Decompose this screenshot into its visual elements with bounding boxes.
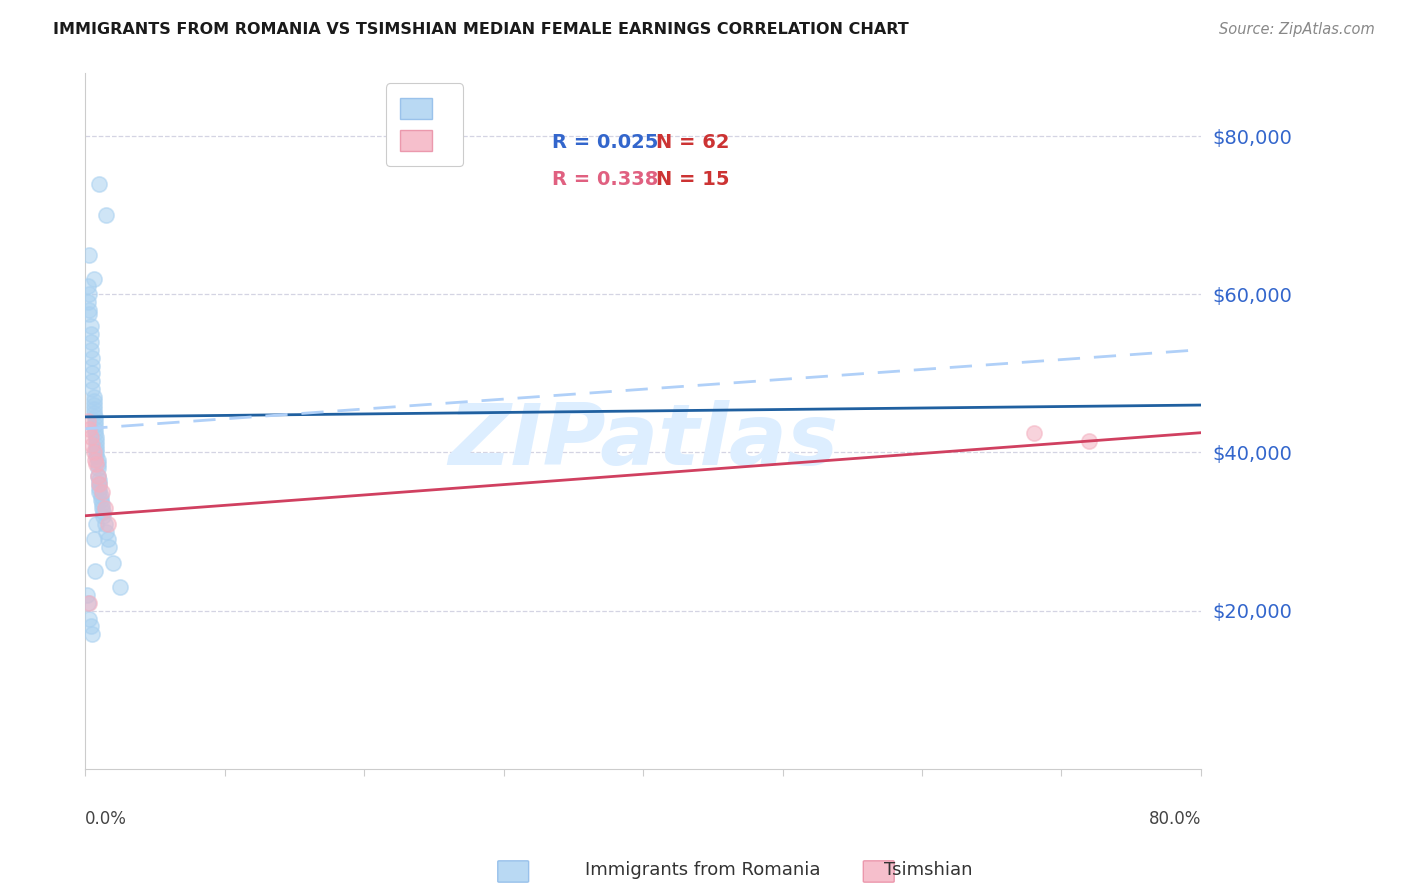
Point — [86, 434, 108, 448]
Point — [79, 611, 101, 625]
Point — [76, 588, 98, 602]
Point — [80, 343, 103, 357]
Point — [80, 430, 103, 444]
Point — [86, 458, 108, 472]
Point — [97, 516, 120, 531]
Point — [87, 458, 110, 472]
Point — [98, 541, 121, 555]
Text: R = 0.025: R = 0.025 — [553, 133, 658, 152]
Point — [86, 450, 108, 464]
Point — [79, 596, 101, 610]
Point — [84, 417, 107, 432]
Point — [1078, 434, 1101, 448]
Point — [91, 485, 114, 500]
Point — [87, 469, 110, 483]
Point — [93, 508, 115, 523]
Point — [82, 437, 104, 451]
Point — [90, 492, 112, 507]
Text: N = 15: N = 15 — [657, 170, 730, 189]
Point — [89, 477, 111, 491]
Point — [82, 627, 104, 641]
Point — [80, 334, 103, 349]
Point — [79, 287, 101, 301]
Text: 0.0%: 0.0% — [86, 811, 127, 829]
Point — [79, 303, 101, 318]
Point — [89, 481, 111, 495]
Point — [84, 425, 107, 440]
Point — [94, 500, 117, 515]
Text: Tsimshian: Tsimshian — [884, 861, 972, 879]
Point — [77, 414, 100, 428]
Point — [82, 382, 104, 396]
Point — [82, 359, 104, 373]
Legend: , : , — [385, 83, 463, 167]
Point — [86, 430, 108, 444]
Point — [83, 398, 105, 412]
Point — [80, 326, 103, 341]
Point — [77, 596, 100, 610]
Point — [96, 208, 118, 222]
Point — [77, 295, 100, 310]
Point — [89, 177, 111, 191]
Point — [83, 402, 105, 417]
Point — [83, 406, 105, 420]
Point — [91, 497, 114, 511]
Point — [84, 453, 107, 467]
Point — [87, 453, 110, 467]
Text: N = 62: N = 62 — [657, 133, 730, 152]
Point — [79, 307, 101, 321]
Text: R = 0.338: R = 0.338 — [553, 170, 658, 189]
Point — [86, 516, 108, 531]
Point — [84, 422, 107, 436]
Point — [96, 524, 118, 539]
Text: 80.0%: 80.0% — [1149, 811, 1201, 829]
Point — [82, 351, 104, 365]
Point — [87, 461, 110, 475]
Point — [80, 619, 103, 633]
Point — [87, 469, 110, 483]
Point — [84, 409, 107, 424]
Point — [94, 516, 117, 531]
Text: Immigrants from Romania: Immigrants from Romania — [585, 861, 821, 879]
Point — [79, 248, 101, 262]
Point — [80, 318, 103, 333]
Text: Source: ZipAtlas.com: Source: ZipAtlas.com — [1219, 22, 1375, 37]
Point — [89, 477, 111, 491]
Point — [83, 390, 105, 404]
Point — [103, 556, 125, 570]
Point — [83, 533, 105, 547]
Point — [83, 445, 105, 459]
Point — [86, 445, 108, 459]
Point — [83, 271, 105, 285]
Text: IMMIGRANTS FROM ROMANIA VS TSIMSHIAN MEDIAN FEMALE EARNINGS CORRELATION CHART: IMMIGRANTS FROM ROMANIA VS TSIMSHIAN MED… — [53, 22, 910, 37]
Point — [86, 442, 108, 456]
Point — [1022, 425, 1045, 440]
Point — [83, 394, 105, 409]
Point — [90, 489, 112, 503]
Point — [82, 367, 104, 381]
Point — [79, 422, 101, 436]
Point — [84, 414, 107, 428]
Point — [89, 473, 111, 487]
Point — [108, 580, 131, 594]
Point — [91, 500, 114, 515]
Point — [77, 279, 100, 293]
Point — [82, 374, 104, 388]
Point — [97, 533, 120, 547]
Point — [89, 485, 111, 500]
Point — [86, 437, 108, 451]
Point — [84, 564, 107, 578]
Text: ZIPatlas: ZIPatlas — [449, 401, 838, 483]
Point — [93, 505, 115, 519]
